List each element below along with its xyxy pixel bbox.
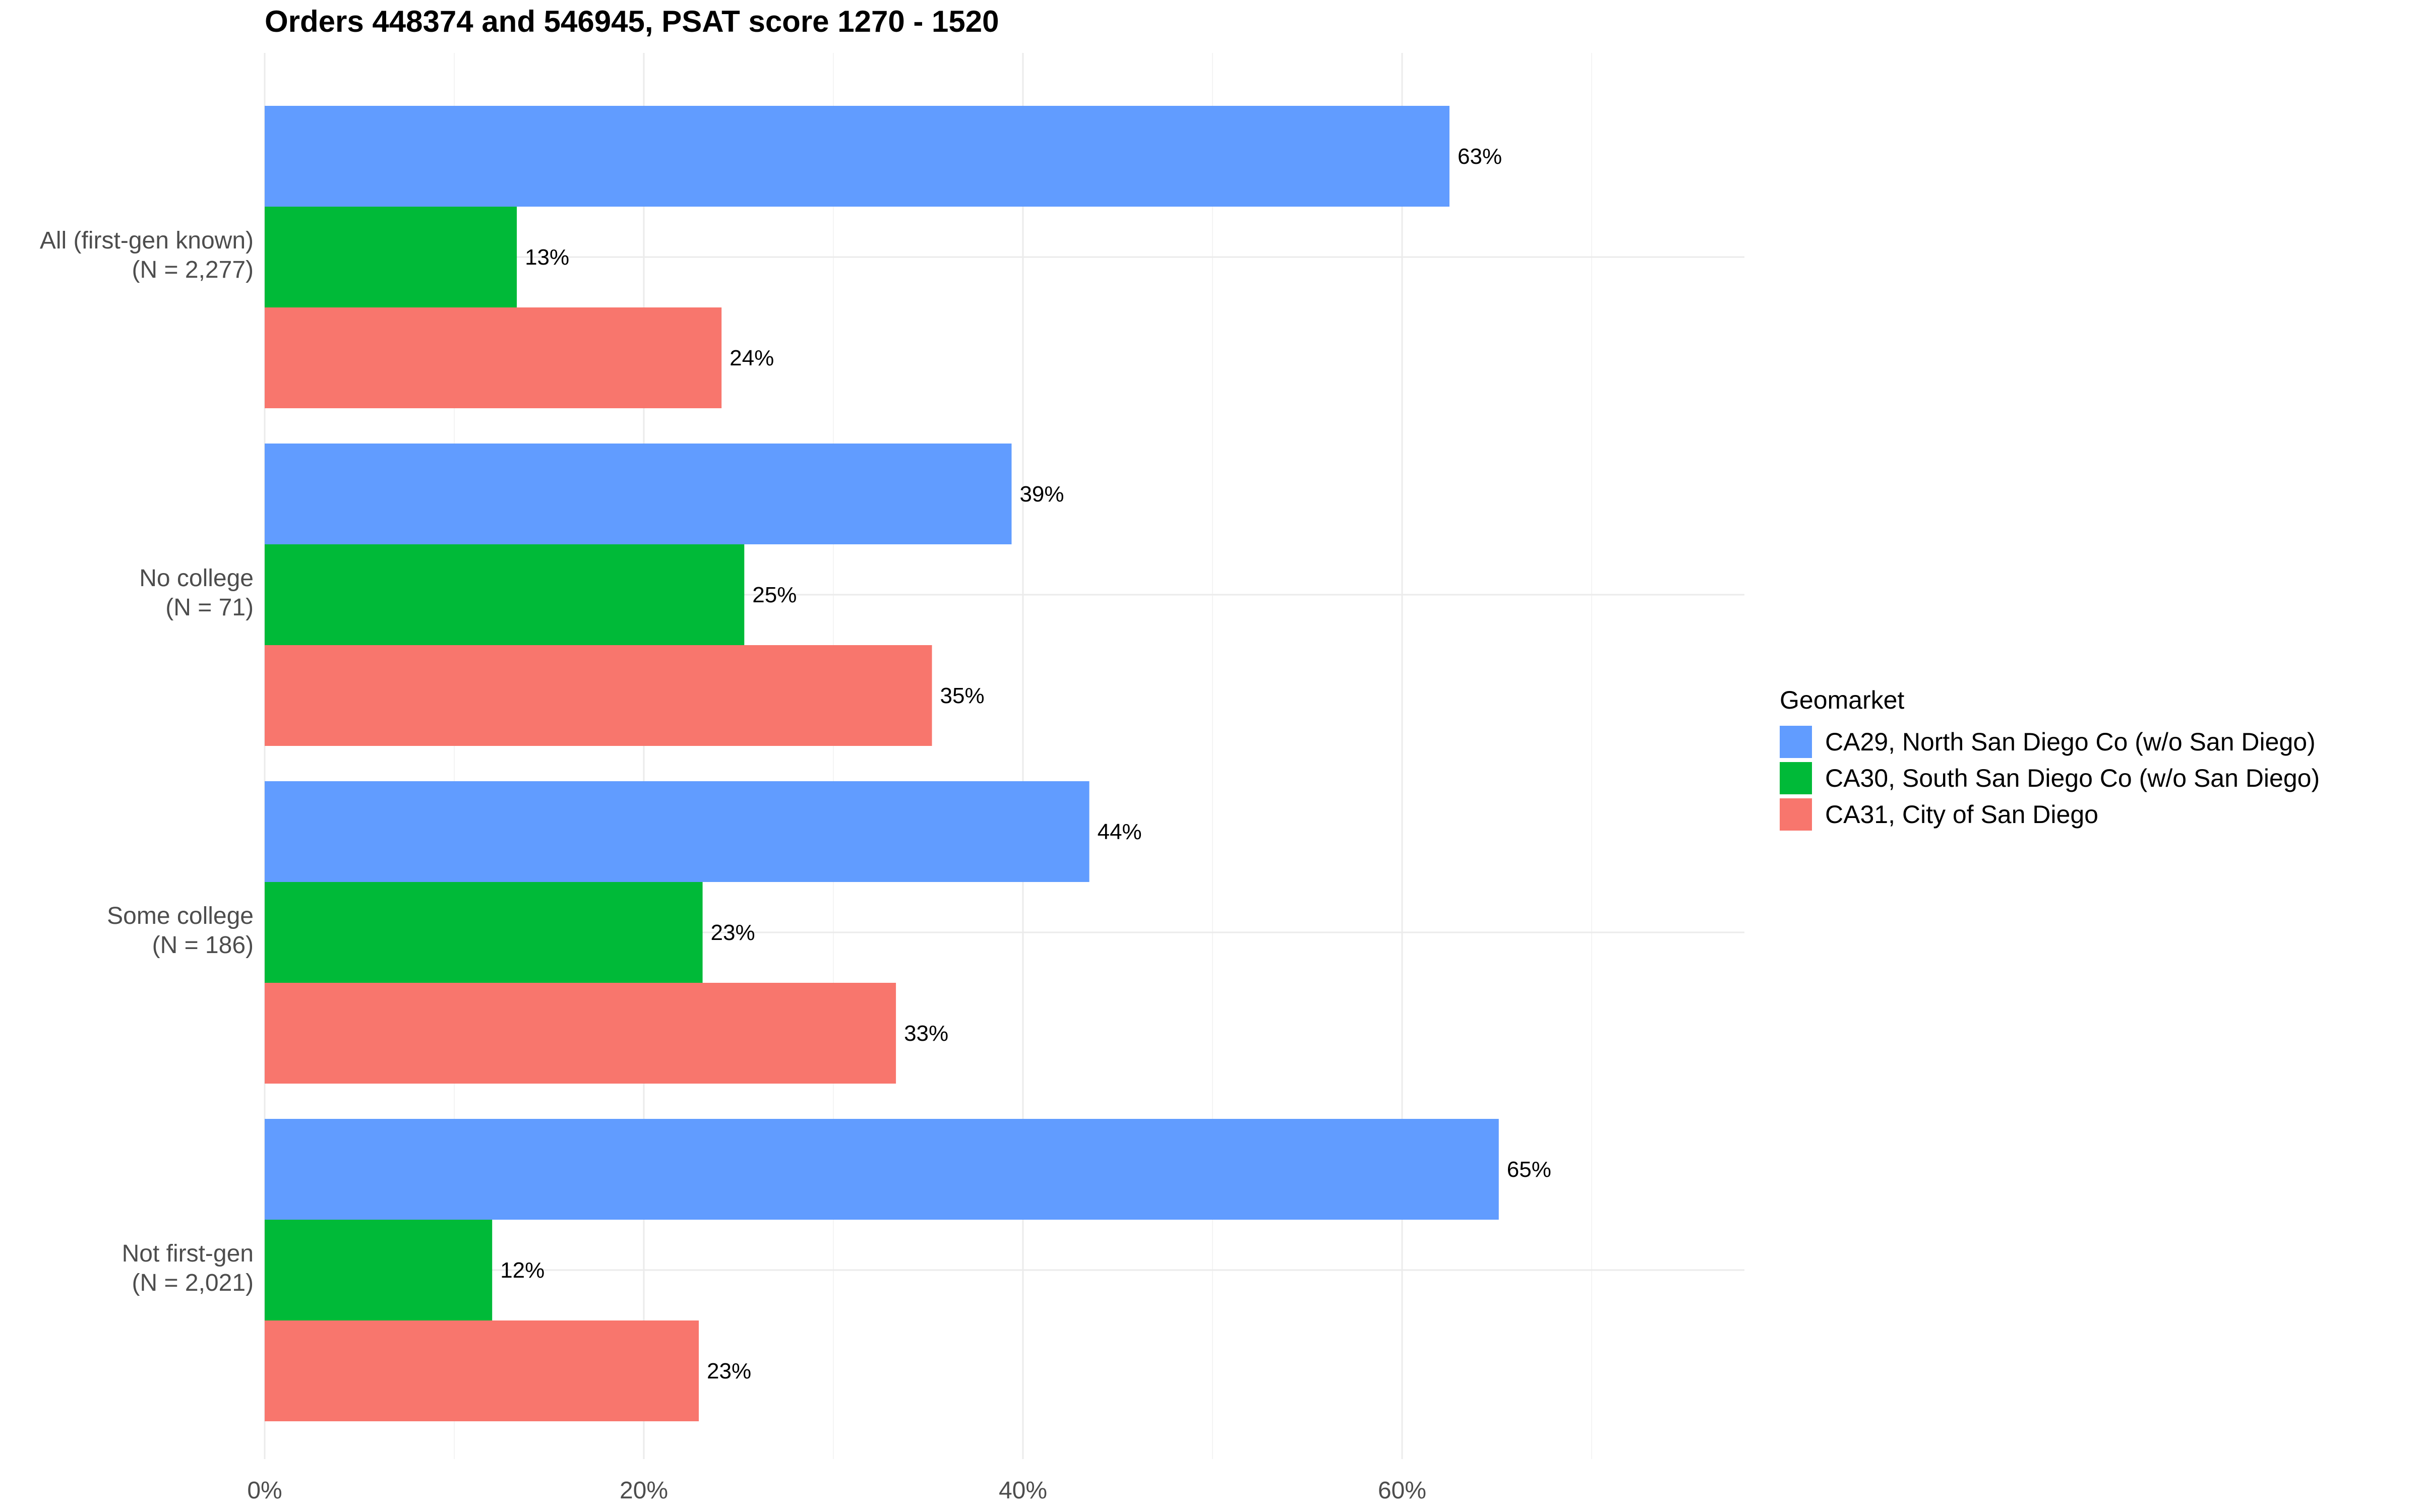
bar-label-3-1: 12%: [500, 1258, 544, 1283]
bar-label-2-1: 23%: [711, 920, 755, 945]
legend: Geomarket CA29, North San Diego Co (w/o …: [1780, 685, 2320, 833]
category-label-some-college: Some college (N = 186): [107, 903, 254, 959]
legend-swatch-ca29: [1780, 726, 1812, 758]
bar-2-2: [265, 983, 896, 1084]
bar-label-3-0: 65%: [1507, 1157, 1551, 1182]
bar-2-0: [265, 781, 1090, 882]
legend-swatch-ca31: [1780, 798, 1812, 831]
x-tick-label-20: 20%: [619, 1477, 669, 1504]
legend-title: Geomarket: [1780, 686, 1905, 714]
legend-label-ca30: CA30, South San Diego Co (w/o San Diego): [1825, 764, 2320, 792]
bar-0-1: [265, 207, 517, 307]
legend-label-ca31: CA31, City of San Diego: [1825, 800, 2098, 829]
bar-label-1-2: 35%: [940, 683, 985, 708]
bar-0-2: [265, 307, 722, 408]
bar-label-0-2: 24%: [730, 346, 774, 370]
legend-swatch-ca30: [1780, 762, 1812, 794]
bar-label-2-0: 44%: [1098, 820, 1142, 844]
chart-title: Orders 448374 and 546945, PSAT score 127…: [265, 5, 999, 38]
bar-0-0: [265, 106, 1449, 207]
legend-item-ca31: CA31, City of San Diego: [1780, 796, 2320, 833]
bars-group: [265, 106, 1499, 1421]
bar-labels-group: 63% 13% 24% 39% 25% 35% 44% 23% 33% 65% 12% 23%: [500, 144, 1551, 1383]
bar-2-1: [265, 882, 703, 983]
bar-label-0-1: 13%: [525, 245, 569, 270]
bar-1-0: [265, 444, 1012, 544]
legend-label-ca29: CA29, North San Diego Co (w/o San Diego): [1825, 728, 2316, 756]
category-label-all: All (first-gen known) (N = 2,277): [39, 227, 254, 283]
bar-label-2-2: 33%: [904, 1021, 948, 1046]
bar-1-1: [265, 544, 745, 645]
bar-label-3-2: 23%: [707, 1359, 751, 1383]
bar-3-2: [265, 1320, 699, 1421]
x-tick-label-0: 0%: [247, 1477, 282, 1504]
bar-label-0-0: 63%: [1458, 144, 1502, 169]
bar-1-2: [265, 645, 932, 746]
category-label-no-college: No college (N = 71): [139, 565, 254, 621]
legend-item-ca29: CA29, North San Diego Co (w/o San Diego): [1780, 724, 2320, 760]
bar-label-1-1: 25%: [752, 583, 797, 607]
x-tick-label-40: 40%: [998, 1477, 1048, 1504]
category-label-not-first-gen: Not first-gen (N = 2,021): [122, 1240, 254, 1296]
bar-label-1-0: 39%: [1019, 482, 1064, 507]
legend-item-ca30: CA30, South San Diego Co (w/o San Diego): [1780, 760, 2320, 796]
bar-3-0: [265, 1119, 1499, 1220]
x-tick-label-60: 60%: [1377, 1477, 1427, 1504]
bar-3-1: [265, 1220, 493, 1320]
